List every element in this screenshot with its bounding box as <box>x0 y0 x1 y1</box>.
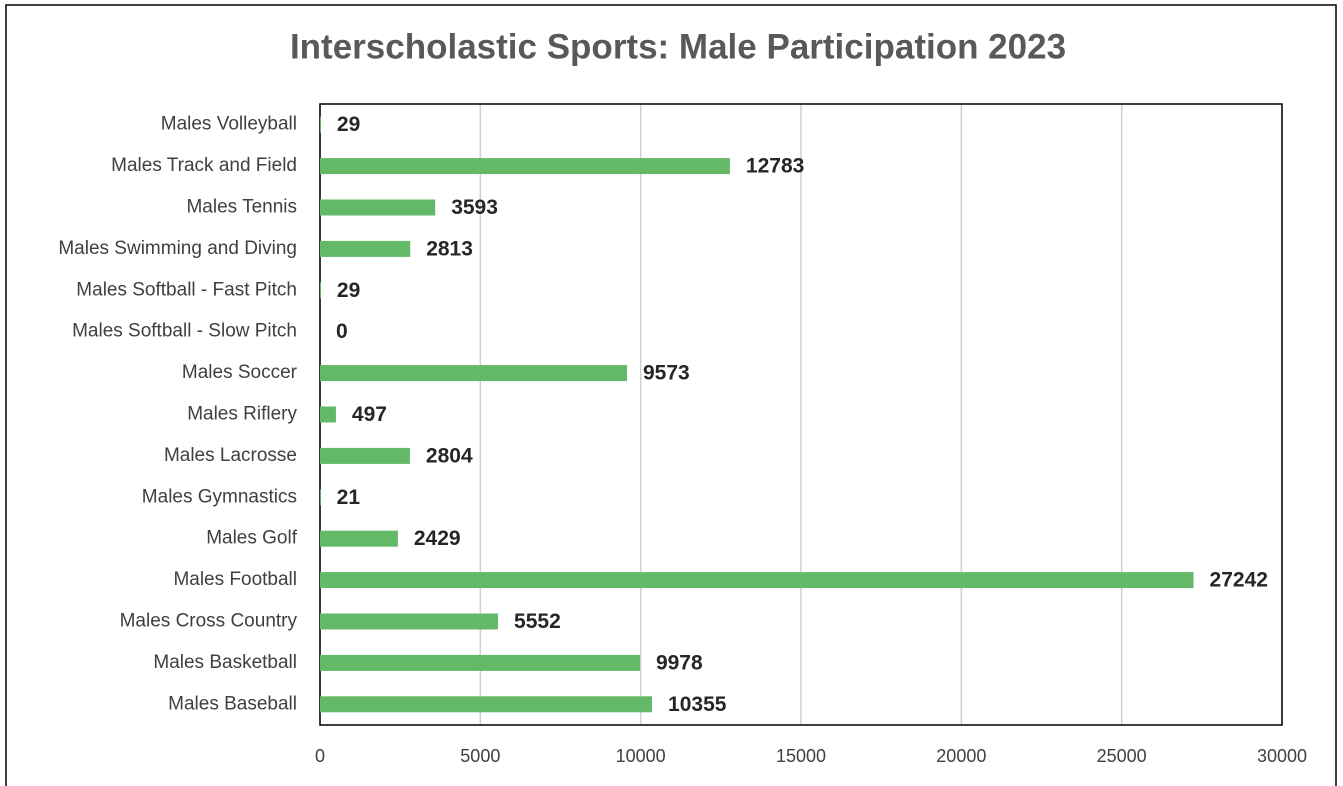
bar <box>320 613 499 630</box>
data-label: 21 <box>337 486 361 509</box>
data-label: 29 <box>337 113 360 136</box>
x-tick-label: 0 <box>315 746 325 766</box>
y-tick-label: Males Softball - Fast Pitch <box>76 279 297 300</box>
data-label: 3593 <box>451 196 498 219</box>
data-label: 5552 <box>514 610 561 633</box>
y-tick-label: Males Basketball <box>153 652 297 673</box>
data-label: 497 <box>352 403 387 426</box>
x-tick-label: 25000 <box>1097 746 1147 766</box>
bar <box>320 696 653 713</box>
y-tick-label: Males Swimming and Diving <box>58 238 297 259</box>
data-label: 0 <box>336 320 348 343</box>
data-label: 10355 <box>668 693 727 716</box>
data-label: 2813 <box>426 237 473 260</box>
data-label: 12783 <box>746 155 804 178</box>
y-tick-label: Males Lacrosse <box>164 445 297 466</box>
data-label: 2804 <box>426 444 473 467</box>
x-tick-label: 5000 <box>460 746 500 766</box>
y-tick-label: Males Football <box>173 569 297 590</box>
bar <box>320 489 321 506</box>
bar <box>320 572 1194 589</box>
bar <box>320 199 436 216</box>
data-label: 29 <box>337 279 360 302</box>
chart-border <box>5 4 1337 786</box>
data-label: 9978 <box>656 651 703 674</box>
y-tick-label: Males Soccer <box>182 362 298 383</box>
x-tick-label: 10000 <box>616 746 666 766</box>
bar <box>320 158 730 175</box>
x-tick-label: 15000 <box>776 746 826 766</box>
x-tick-label: 30000 <box>1257 746 1307 766</box>
y-tick-label: Males Volleyball <box>161 114 297 135</box>
bar <box>320 406 336 423</box>
bar <box>320 282 321 299</box>
bar <box>320 116 321 133</box>
y-tick-label: Males Tennis <box>186 197 297 218</box>
y-tick-label: Males Riflery <box>187 404 297 425</box>
y-tick-label: Males Track and Field <box>111 155 297 176</box>
y-tick-label: Males Baseball <box>168 693 297 714</box>
y-tick-label: Males Cross Country <box>120 611 298 632</box>
bar <box>320 654 640 671</box>
data-label: 27242 <box>1210 569 1268 592</box>
bar <box>320 447 410 464</box>
y-tick-label: Males Golf <box>206 528 298 549</box>
y-tick-label: Males Softball - Slow Pitch <box>72 321 297 342</box>
bar <box>320 530 398 547</box>
data-label: 9573 <box>643 362 690 385</box>
y-tick-label: Males Gymnastics <box>142 486 297 507</box>
data-label: 2429 <box>414 527 461 550</box>
bar <box>320 240 411 257</box>
chart-title: Interscholastic Sports: Male Participati… <box>290 27 1066 66</box>
x-tick-label: 20000 <box>936 746 986 766</box>
bar <box>320 365 627 382</box>
